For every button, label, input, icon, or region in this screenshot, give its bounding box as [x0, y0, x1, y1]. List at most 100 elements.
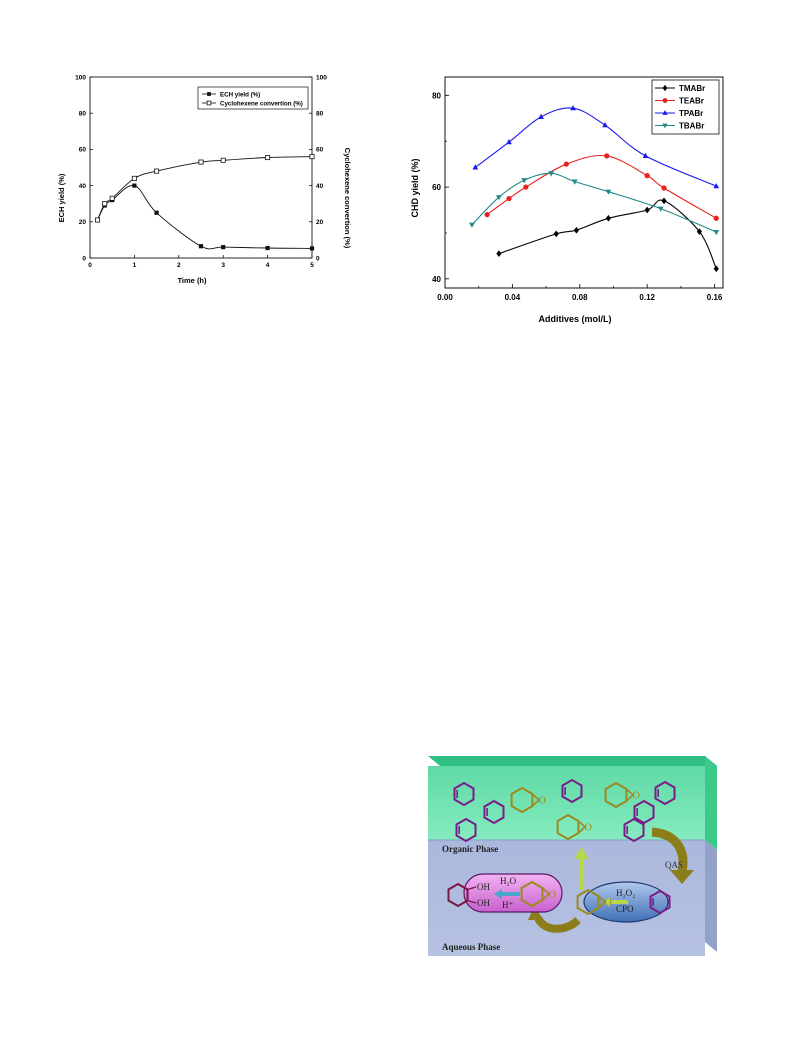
y2-tick-label: 100 [316, 74, 327, 81]
y2-axis-label: Cyclohexene convertion (%) [343, 148, 352, 249]
x-tick-label: 3 [221, 262, 225, 269]
data-point-tmabr [605, 214, 612, 222]
cpo-label: CPO [616, 904, 634, 914]
data-point [109, 195, 115, 201]
data-point-tmabr [496, 250, 502, 257]
data-point [154, 210, 159, 215]
data-point [131, 175, 137, 181]
series-line-tmabr [498, 199, 717, 269]
y2-tick-label: 40 [316, 183, 324, 190]
series-line-teabr [486, 154, 717, 219]
data-point-teabr [563, 161, 569, 167]
cyclohexene-molecule-icon [654, 780, 676, 806]
x-tick-label: 5 [310, 262, 314, 269]
y2-tick-label: 20 [316, 219, 324, 226]
legend-marker [207, 92, 211, 96]
cyclohexene-molecule-icon [455, 817, 477, 843]
data-point-tpabr [602, 122, 608, 128]
qas-transfer-arrow-icon [651, 827, 694, 884]
data-point-teabr [523, 184, 529, 190]
epoxide-molecule-icon: O [556, 813, 592, 841]
y2-tick-label: 80 [316, 111, 324, 118]
up-arrow-icon [574, 847, 589, 890]
epoxide-oxygen-label: O [605, 898, 612, 909]
y-axis-label: ECH yield (%) [57, 173, 66, 222]
data-point-tbabr [469, 222, 475, 228]
plot-frame [89, 76, 313, 259]
reaction-scheme-diagram: O O O O O Organic Phase Aqueous Phase QAS H₂… [428, 756, 717, 956]
y-tick-label: 40 [79, 183, 87, 190]
legend-label: Cyclohexene convertion (%) [220, 100, 303, 107]
data-point [198, 244, 204, 249]
data-point-tbabr [605, 189, 612, 195]
data-point-teabr [604, 153, 610, 159]
h2o-label: H₂O [500, 876, 517, 886]
legend-label: TBABr [679, 122, 704, 131]
cyclohexene-molecule-icon [483, 799, 505, 825]
data-point-teabr [713, 215, 719, 221]
epoxide-molecule-icon: O [520, 880, 556, 908]
data-point-teabr [506, 195, 512, 202]
cyclohexene-molecule-icon [561, 778, 583, 804]
aqueous-phase-label: Aqueous Phase [442, 942, 500, 952]
data-point-tpabr [570, 105, 576, 111]
series-line-1 [97, 185, 313, 250]
data-point-tmabr [661, 197, 667, 205]
data-point-tpabr [506, 139, 512, 145]
data-point-tmabr [713, 265, 719, 273]
legend-marker-tmabr [662, 84, 668, 92]
epoxide-oxygen-label: O [633, 791, 640, 802]
plot-frame [444, 76, 724, 289]
y-tick-label: 0 [82, 255, 86, 262]
epoxide-oxygen-label: O [585, 823, 592, 834]
y-tick-label: 20 [79, 219, 87, 226]
x-axis-label: Additives (mol/L) [538, 314, 611, 324]
data-point-tmabr [644, 206, 650, 214]
data-point [154, 168, 160, 174]
x-tick-label: 0.04 [505, 293, 521, 302]
x-tick-label: 0.08 [572, 293, 588, 302]
epoxide-oxygen-label: O [549, 890, 556, 901]
legend-marker-teabr [662, 98, 668, 103]
aqueous-phase-side-face [705, 840, 717, 952]
data-point [132, 183, 137, 188]
data-point [95, 217, 101, 223]
data-point-tbabr [713, 229, 720, 236]
data-point-teabr [644, 173, 650, 179]
y-tick-label: 80 [432, 91, 441, 100]
data-point-tpabr [713, 183, 720, 189]
y-tick-label: 60 [432, 183, 441, 192]
data-point-tbabr [657, 206, 664, 212]
cyclohexene-molecule-icon [649, 889, 671, 915]
data-point [198, 159, 204, 165]
x-tick-label: 0 [88, 262, 92, 269]
data-point-tpabr [642, 152, 649, 158]
cyclohexene-molecule-icon [633, 799, 655, 825]
epoxide-molecule-icon: O [510, 786, 546, 814]
legend-box [197, 86, 309, 110]
h2o2-label: H₂O₂ [616, 888, 635, 898]
data-point-tmabr [573, 226, 580, 234]
organic-phase-side-face [705, 756, 717, 850]
y-axis-label: CHD yield (%) [410, 158, 420, 217]
organic-phase-top-face [428, 756, 717, 766]
hydrolysis-arrow-icon [494, 889, 520, 899]
data-point-tmabr [696, 228, 703, 235]
data-point [265, 155, 271, 161]
data-point-teabr [484, 212, 490, 218]
chd-yield-chart: 0.00 0.04 0.08 0.12 0.16 40 60 80 TMABr TEABr TPA… [410, 76, 724, 324]
hplus-label: H⁺ [502, 900, 513, 910]
epoxide-molecule-icon: O [576, 888, 612, 916]
data-point-tpabr [538, 113, 544, 119]
legend-marker-tbabr [662, 123, 668, 129]
legend-label: ECH yield (%) [220, 91, 260, 98]
x-tick-label: 2 [177, 262, 181, 269]
y-tick-label: 40 [432, 275, 441, 284]
cyclohexene-molecule-icon [453, 781, 475, 807]
oh-label-bottom: OH [477, 898, 490, 908]
data-point-tmabr [553, 230, 559, 238]
legend-marker-tpabr [662, 110, 668, 115]
data-point-tpabr [472, 164, 479, 170]
y2-tick-label: 60 [316, 147, 324, 154]
